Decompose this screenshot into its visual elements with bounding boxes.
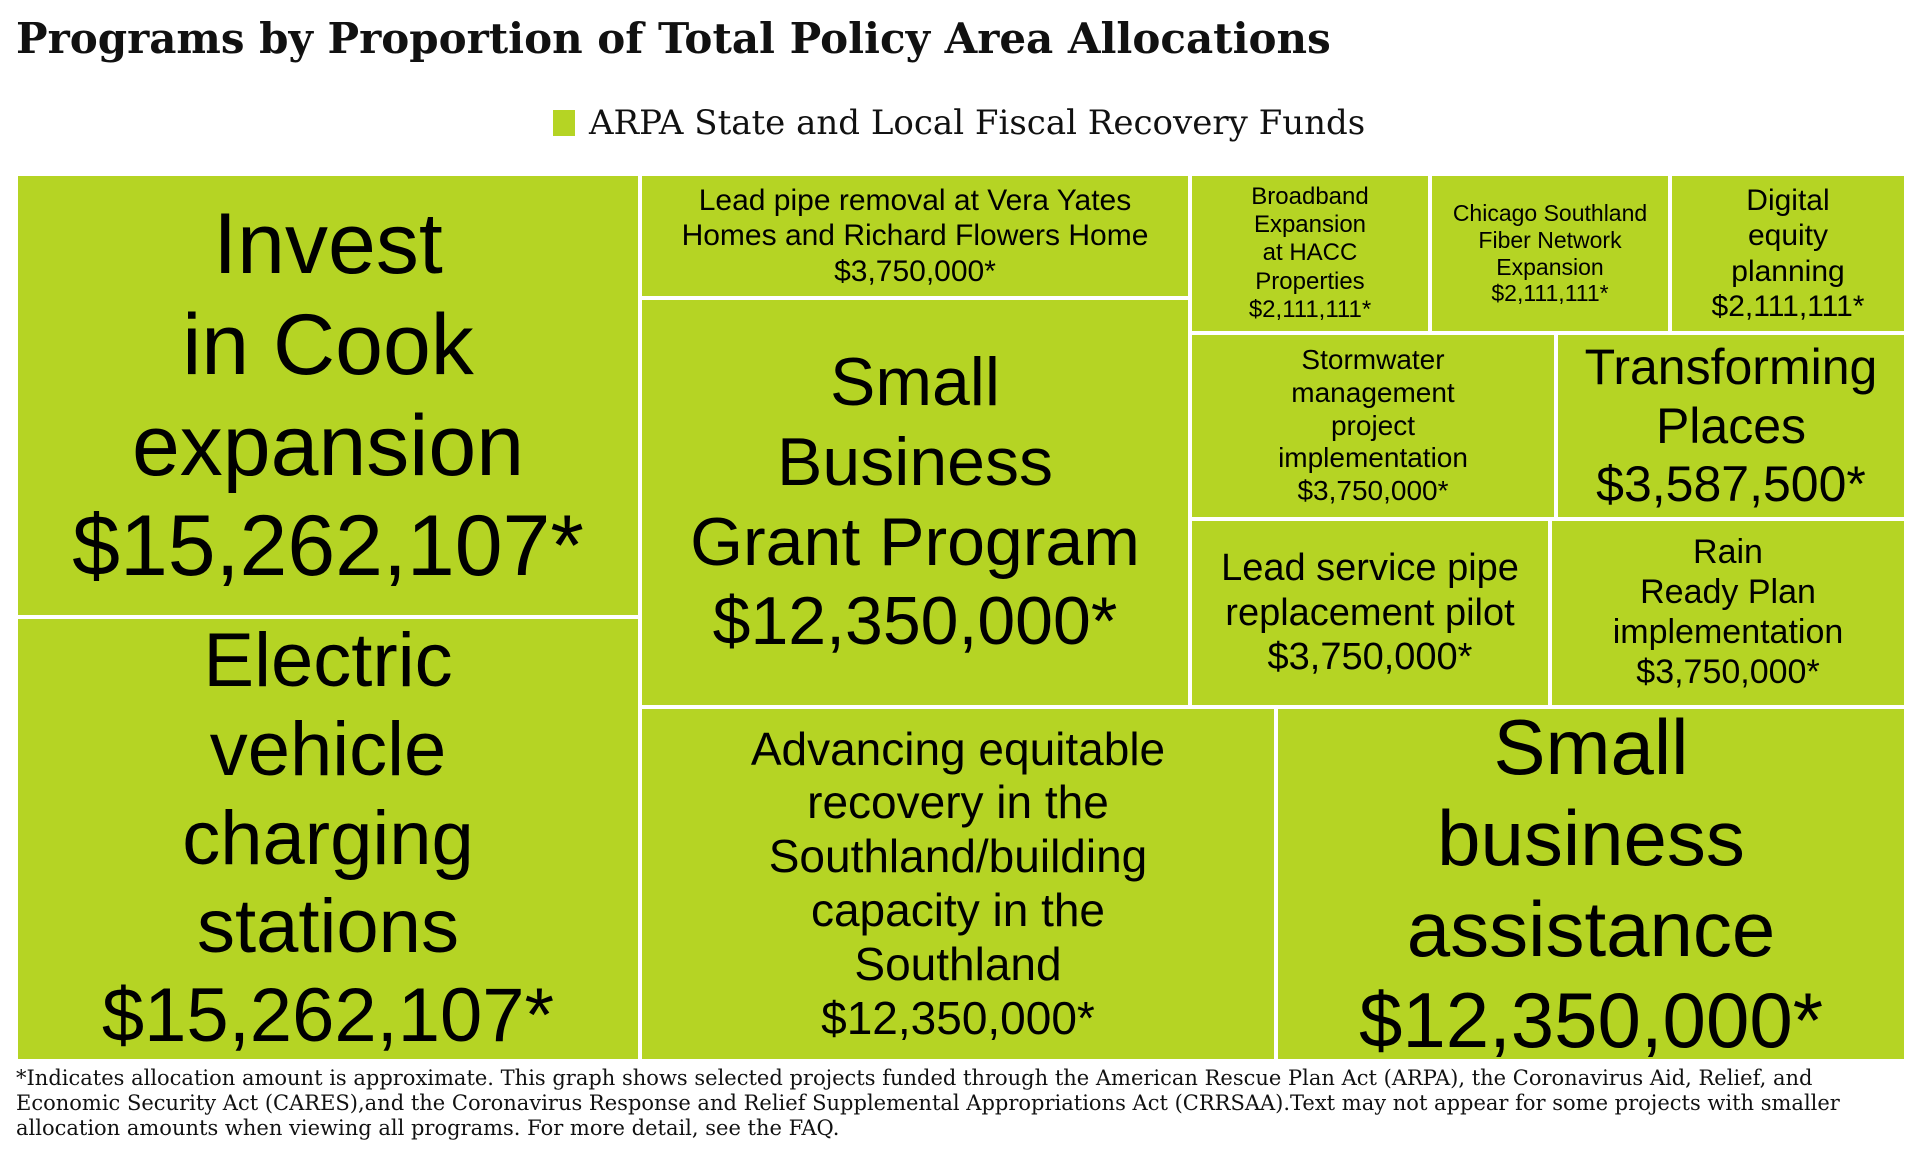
tile-value-label: $2,111,111* — [1248, 295, 1372, 323]
tile-name-line: Business — [777, 423, 1053, 500]
tile-name-line: Advancing equitable — [750, 722, 1166, 775]
tile-name-line: Southland/building — [768, 830, 1148, 883]
tile-value-label: $15,262,107* — [101, 973, 555, 1059]
treemap-tile[interactable]: Lead service pipe replacement pilot $3,750… — [1190, 519, 1550, 707]
tile-name-line: implementation — [1278, 442, 1468, 474]
treemap-tile[interactable]: Small business assistance $12,350,000* — [1276, 707, 1906, 1061]
tile-name-line: stations — [197, 884, 459, 970]
tile-value-label: $3,587,500* — [1596, 456, 1866, 513]
tile-name-line: Homes and Richard Flowers Home — [681, 219, 1149, 253]
tile-name-line: Ready Plan — [1640, 573, 1816, 612]
treemap-tile[interactable]: Chicago Southland Fiber Network Expansion $… — [1430, 174, 1670, 333]
tile-name-line: Broadband — [1251, 183, 1369, 211]
tile-name-line: assistance — [1406, 885, 1776, 973]
tile-value-label: $3,750,000* — [834, 254, 996, 288]
tile-value-label: $12,350,000* — [712, 583, 1118, 660]
tile-value-label: $2,111,111* — [1711, 289, 1865, 323]
tile-value-label: $12,350,000* — [821, 991, 1095, 1044]
tile-name-line: Small — [829, 344, 1001, 421]
tile-name-line: recovery in the — [807, 776, 1109, 829]
tile-name-line: replacement pilot — [1225, 591, 1515, 634]
tile-name-line: Digital — [1746, 184, 1830, 218]
tile-value-label: $3,750,000* — [1636, 652, 1820, 691]
footnote: *Indicates allocation amount is approxim… — [16, 1066, 1840, 1140]
treemap-tile[interactable]: Digital equity planning $2,111,111* — [1670, 174, 1906, 333]
treemap-tile[interactable]: Advancing equitable recovery in the Southl… — [640, 707, 1276, 1061]
tile-name-line: Lead pipe removal at Vera Yates — [698, 184, 1132, 218]
legend[interactable]: ARPA State and Local Fiscal Recovery Fun… — [553, 100, 1365, 146]
tile-name-line: Invest — [213, 196, 443, 293]
tile-value-label: $2,111,111* — [1491, 280, 1609, 307]
chart-title: Programs by Proportion of Total Policy A… — [16, 14, 1331, 63]
treemap-tile[interactable]: Small Business Grant Program $12,350,000* — [640, 298, 1190, 707]
treemap-tile[interactable]: Rain Ready Plan implementation $3,750,000* — [1550, 519, 1906, 707]
tile-name-line: expansion — [131, 397, 525, 494]
tile-value-label: $3,750,000* — [1297, 475, 1449, 507]
treemap-tile[interactable]: Broadband Expansion at HACC Properties $2,11… — [1190, 174, 1430, 333]
tile-value-label: $3,750,000* — [1267, 636, 1473, 679]
legend-swatch — [553, 110, 575, 136]
tile-name-line: Fiber Network — [1478, 226, 1622, 253]
tile-name-line: project — [1330, 409, 1416, 441]
tile-name-line: management — [1291, 376, 1455, 408]
tile-value-label: $12,350,000* — [1358, 976, 1824, 1061]
tile-name-line: Expansion — [1496, 253, 1604, 280]
tile-name-line: Stormwater — [1301, 344, 1445, 376]
treemap-tile[interactable]: Stormwater management project implementatio… — [1190, 333, 1556, 519]
legend-label: ARPA State and Local Fiscal Recovery Fun… — [589, 103, 1366, 143]
tile-name-line: Transforming — [1584, 339, 1878, 396]
tile-name-line: equity — [1747, 219, 1829, 253]
tile-name-line: Grant Program — [690, 503, 1140, 580]
tile-name-line: Expansion — [1253, 211, 1367, 239]
tile-name-line: Chicago Southland — [1452, 199, 1648, 226]
tile-name-line: capacity in the — [810, 884, 1106, 936]
tile-name-line: Electric — [203, 617, 453, 703]
treemap-tile[interactable]: Invest in Cook expansion $15,262,107* — [16, 174, 640, 617]
treemap-tile[interactable]: Transforming Places $3,587,500* — [1556, 333, 1906, 519]
tile-name-line: Lead service pipe — [1221, 547, 1519, 590]
tile-name-line: implementation — [1612, 613, 1844, 651]
tile-name-line: Southland — [854, 937, 1062, 990]
tile-name-line: Small — [1493, 707, 1689, 791]
tile-name-line: Places — [1655, 397, 1807, 454]
tile-value-label: $15,262,107* — [72, 498, 584, 595]
tile-name-line: vehicle — [209, 706, 447, 792]
tile-name-line: Rain — [1693, 533, 1763, 572]
treemap-tile[interactable]: Electric vehicle charging stations $15,262,1… — [16, 617, 640, 1061]
tile-name-line: at HACC — [1262, 239, 1358, 267]
tile-name-line: in Cook — [182, 296, 474, 393]
tile-name-line: charging — [182, 795, 474, 881]
tile-name-line: Properties — [1255, 267, 1365, 295]
treemap-tile[interactable]: Lead pipe removal at Vera Yates Homes and… — [640, 174, 1190, 298]
tile-name-line: planning — [1731, 254, 1845, 288]
tile-name-line: business — [1437, 793, 1745, 882]
